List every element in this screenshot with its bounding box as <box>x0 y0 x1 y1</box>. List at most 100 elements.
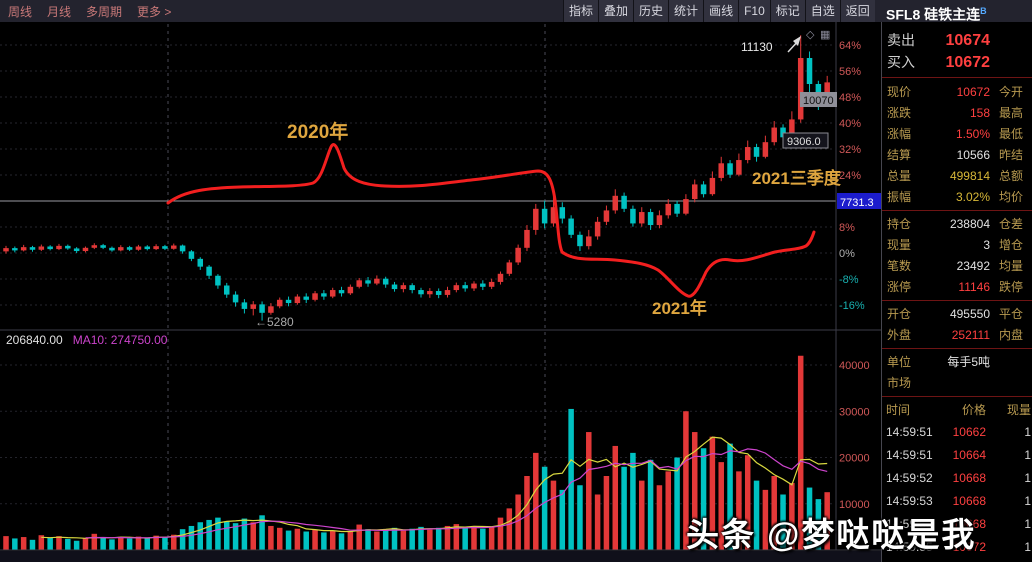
tick-row: 14:59:53 10668 1 <box>882 491 1032 512</box>
quote-row-笔数: 笔数 23492 均量 <box>882 256 1032 277</box>
candle <box>356 280 362 287</box>
tick-qty: 1 <box>1024 448 1031 462</box>
panel-divider <box>882 300 1032 301</box>
quote-value: 11146 <box>958 280 990 294</box>
symbol-name: SFL8 硅铁主连 <box>886 6 981 23</box>
volume-bar <box>506 508 513 550</box>
candle <box>780 127 786 138</box>
quote-label: 单位 <box>887 355 912 369</box>
quote-label-2: 均量 <box>999 259 1024 273</box>
tick-row: 14:59:55 10672 1 <box>882 537 1032 558</box>
candle <box>718 163 724 178</box>
toolbar-button-8[interactable]: 返回 <box>839 0 875 22</box>
annotation-text: 2021年 <box>652 298 707 318</box>
quote-row-持仓: 持仓 238804 仓差 <box>882 214 1032 235</box>
symbol-title[interactable]: SFL8 硅铁主连B <box>886 0 987 26</box>
watermark: 头条 @梦哒哒是我 <box>686 516 977 553</box>
tick-time: 14:59:53 <box>886 517 933 531</box>
volume-bar <box>497 517 504 550</box>
volume-bar <box>100 537 106 550</box>
volume-bar <box>356 524 362 550</box>
candle <box>250 304 256 309</box>
quote-value: 每手5吨 <box>947 355 990 369</box>
quote-label: 现价 <box>887 85 912 99</box>
quote-value: 3.02% <box>955 190 990 204</box>
tick-header-price: 价格 <box>961 403 986 417</box>
candle <box>329 290 336 297</box>
quote-label-2: 最高 <box>999 106 1024 120</box>
hand-drawn-trend-line[interactable] <box>166 143 816 298</box>
percent-axis-label: 32% <box>839 144 861 156</box>
diamond-icon[interactable]: ◇ <box>806 29 815 41</box>
tick-row: 14:59:51 10664 1 <box>882 445 1032 466</box>
toolbar-button-3[interactable]: 统计 <box>668 0 704 22</box>
volume-bar <box>568 408 574 550</box>
volume-bar <box>789 482 795 550</box>
candle <box>47 246 53 250</box>
candle <box>533 208 539 230</box>
candle <box>56 245 62 250</box>
candle <box>515 247 521 263</box>
volume-bar <box>3 536 9 550</box>
quote-label: 市场 <box>887 376 912 390</box>
period-item-1[interactable]: 月线 <box>47 4 72 19</box>
candle <box>753 147 760 157</box>
volume-bar <box>639 480 645 550</box>
tick-header-time: 时间 <box>886 403 911 417</box>
volume-bar <box>603 476 610 550</box>
volume-bar <box>797 355 804 550</box>
grid-icon[interactable]: ▦ <box>820 29 830 41</box>
candle <box>444 290 451 295</box>
candle <box>73 248 80 252</box>
symbol-badge: B <box>980 6 987 16</box>
toolbar-button-6[interactable]: 标记 <box>769 0 805 22</box>
volume-bar <box>594 494 601 550</box>
period-item-2[interactable]: 多周期 <box>86 4 123 19</box>
tick-row: 14:59:52 10668 1 <box>882 468 1032 489</box>
quote-label-2: 总额 <box>999 169 1024 183</box>
volume-bar <box>541 466 548 550</box>
candlestick-chart[interactable]: 64%56%48%40%32%24%16%8%0%-8%-16%40000300… <box>0 22 881 562</box>
candle <box>303 296 309 300</box>
volume-bar <box>771 476 777 550</box>
volume-bar <box>347 531 354 550</box>
quote-label: 开仓 <box>887 307 912 321</box>
volume-axis-label: 30000 <box>839 406 870 418</box>
toolbar-button-0[interactable]: 指标 <box>563 0 599 22</box>
candle <box>524 229 530 248</box>
candle <box>400 285 407 290</box>
tick-header-qty: 现量 <box>1006 403 1031 417</box>
quote-value: 10672 <box>956 85 990 99</box>
volume-bar <box>232 523 239 550</box>
candle <box>674 203 680 214</box>
volume-bar <box>321 532 327 550</box>
percent-axis-label: 64% <box>839 40 861 52</box>
volume-bar <box>577 485 583 550</box>
ask-label: 卖出 <box>887 32 915 48</box>
volume-bar <box>471 525 477 550</box>
period-item-3[interactable]: 更多 > <box>137 4 172 19</box>
quote-label: 涨幅 <box>887 127 912 141</box>
quote-row-单位: 单位 每手5吨 <box>882 352 1032 373</box>
toolbar-button-7[interactable]: 自选 <box>804 0 840 22</box>
candle <box>418 290 424 295</box>
percent-axis-label: 56% <box>839 66 861 78</box>
period-item-0[interactable]: 周线 <box>8 4 33 19</box>
candle <box>312 293 318 300</box>
toolbar-button-4[interactable]: 画线 <box>703 0 739 22</box>
toolbar-button-5[interactable]: F10 <box>738 0 770 22</box>
volume-bar <box>259 515 265 550</box>
tick-time: 14:59:51 <box>886 425 933 439</box>
tick-qty: 1 <box>1024 494 1031 508</box>
candle <box>709 177 716 195</box>
toolbar-button-1[interactable]: 叠加 <box>598 0 634 22</box>
quote-row-市场: 市场 <box>882 373 1032 394</box>
quote-value: 495550 <box>949 307 990 321</box>
percent-axis-label: 48% <box>839 92 861 104</box>
quote-value: 238804 <box>949 217 990 231</box>
candle <box>700 184 707 195</box>
volume-bar <box>815 499 822 550</box>
price-line-tag-box <box>837 193 881 209</box>
tick-time: 14:59:55 <box>886 540 933 554</box>
toolbar-button-2[interactable]: 历史 <box>633 0 669 22</box>
